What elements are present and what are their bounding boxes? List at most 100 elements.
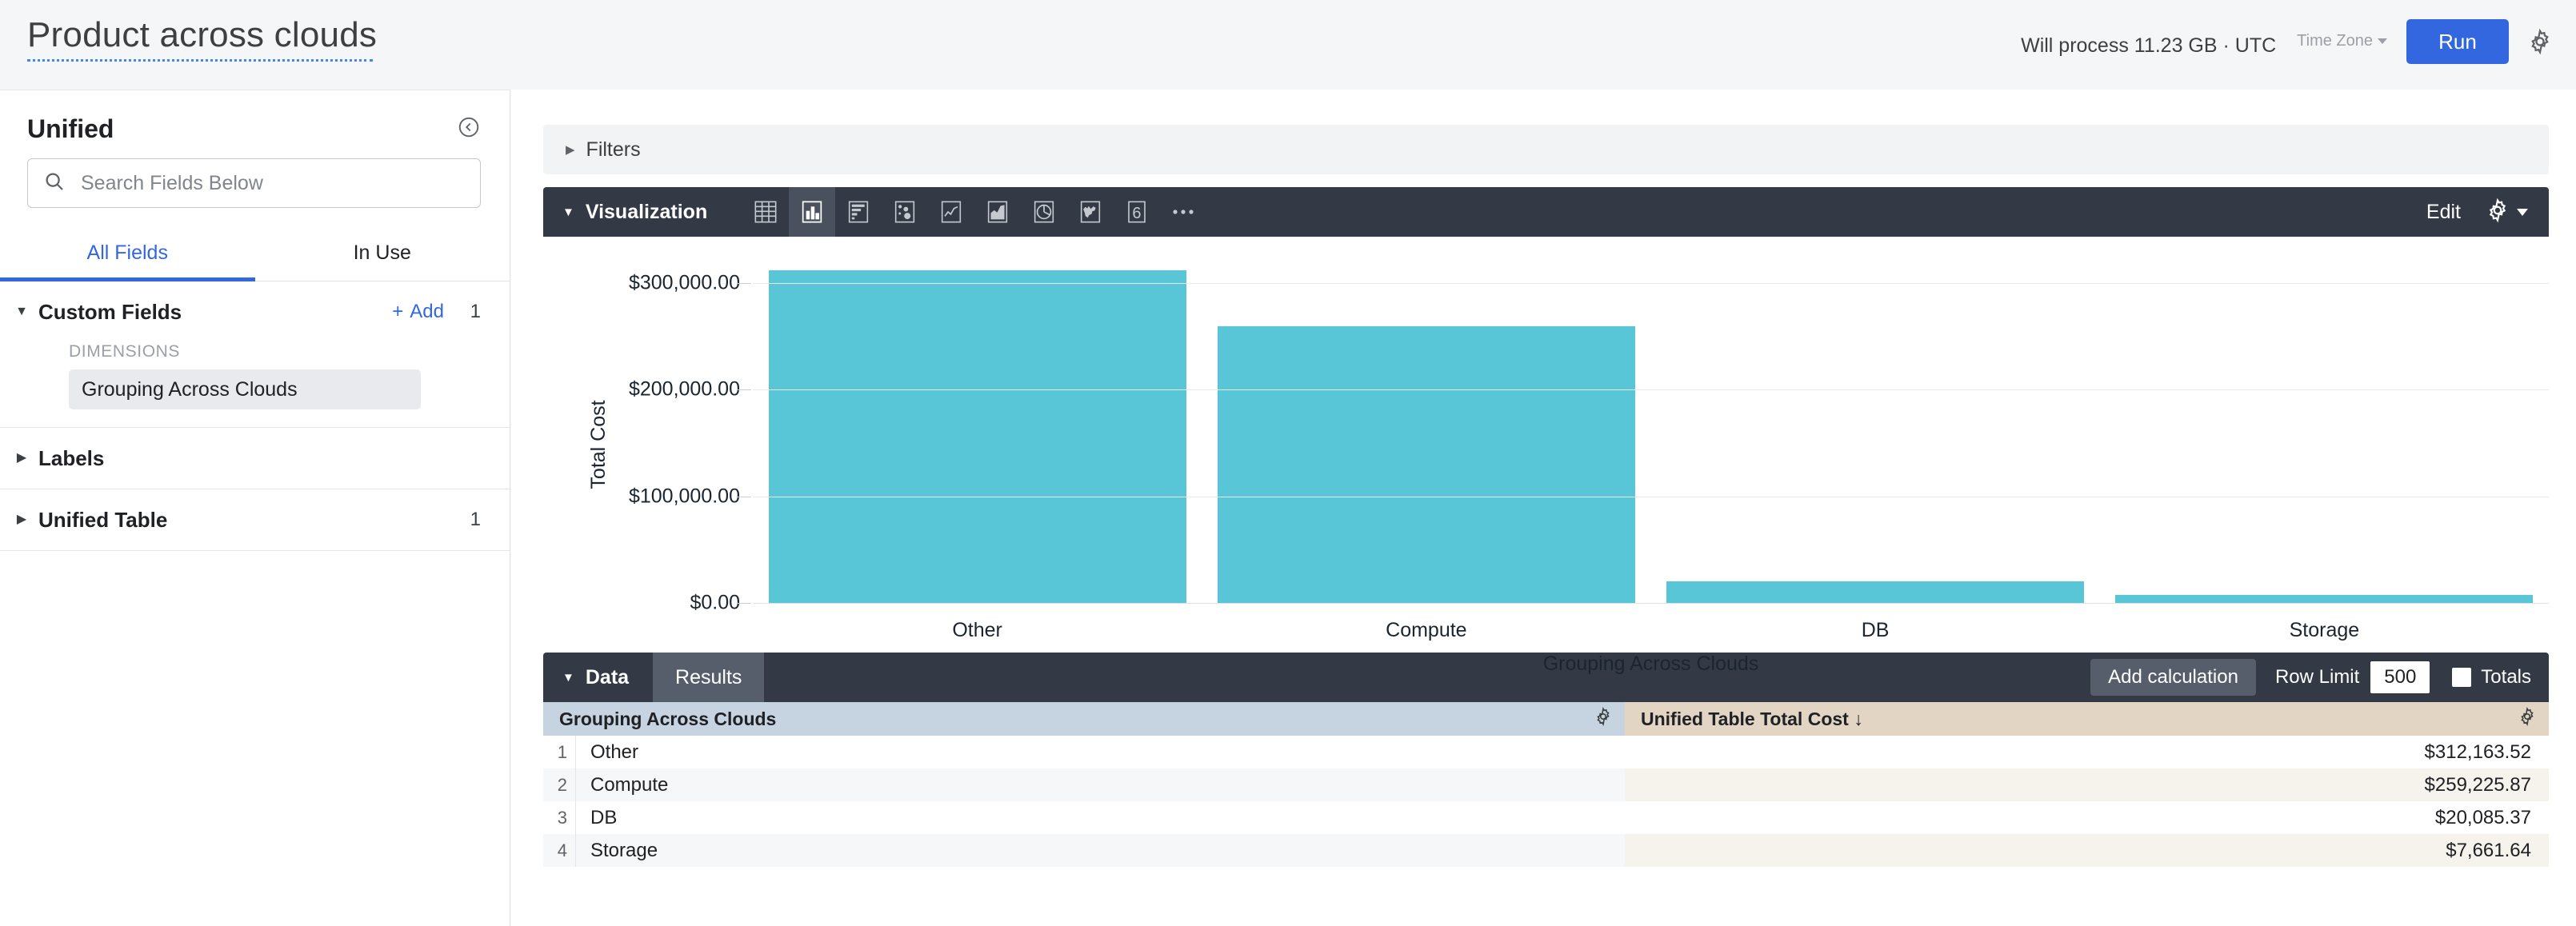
tab-in-use[interactable]: In Use <box>353 241 411 264</box>
process-estimate: Will process 11.23 GB · UTC <box>2021 34 2277 57</box>
run-button[interactable]: Run <box>2406 19 2509 64</box>
map-chart-icon[interactable] <box>1067 187 1114 237</box>
row-number: 4 <box>543 834 575 867</box>
area-chart-icon[interactable] <box>974 187 1021 237</box>
single-value-icon[interactable]: 6 <box>1114 187 1160 237</box>
totals-checkbox[interactable] <box>2452 668 2472 687</box>
data-bar: ▼ Data Results Add calculation Row Limit… <box>543 653 2549 702</box>
sidebar-section-labels: ▶ Labels <box>0 428 510 489</box>
row-number: 3 <box>543 801 575 834</box>
data-label: Data <box>585 665 630 689</box>
collapse-left-icon[interactable] <box>457 115 481 143</box>
sidebar-section-header-custom-fields[interactable]: ▼ Custom Fields + Add 1 <box>0 281 510 342</box>
table-row[interactable]: 1 Other $312,163.52 <box>543 736 2549 768</box>
sidebar-section-label: Custom Fields <box>38 299 182 324</box>
visualization-settings-button[interactable] <box>2485 198 2528 227</box>
cell-total-cost: $20,085.37 <box>1625 801 2549 834</box>
more-options-icon[interactable] <box>1160 187 1206 237</box>
field-grouping-across-clouds[interactable]: Grouping Across Clouds <box>69 369 421 409</box>
chart-bar[interactable] <box>2115 594 2534 603</box>
tab-all-fields[interactable]: All Fields <box>0 241 255 281</box>
chart-bar[interactable] <box>1217 326 1635 603</box>
search-field-wrap <box>0 144 510 208</box>
sidebar-section-header-labels[interactable]: ▶ Labels <box>0 428 510 489</box>
caret-right-icon: ▶ <box>566 143 575 157</box>
totals-toggle[interactable]: Totals <box>2452 666 2531 689</box>
row-limit-input[interactable] <box>2370 661 2430 693</box>
visualization-label: Visualization <box>585 200 708 223</box>
caret-down-icon: ▼ <box>15 305 28 318</box>
row-number: 2 <box>543 768 575 801</box>
filters-label: Filters <box>586 138 641 161</box>
chevron-down-icon <box>2378 38 2387 44</box>
plot-area <box>737 251 2549 604</box>
add-calculation-button[interactable]: Add calculation <box>2090 659 2256 696</box>
column-chart-icon[interactable] <box>789 187 836 237</box>
search-box[interactable] <box>27 158 481 208</box>
y-tick-mark <box>737 283 751 284</box>
gridline <box>753 389 2549 391</box>
add-custom-field-button[interactable]: + Add <box>392 301 444 323</box>
title-underline <box>27 59 373 62</box>
page-title-wrap: Product across clouds <box>0 0 377 62</box>
sidebar-section-label: Unified Table <box>38 507 168 532</box>
table-body: 1 Other $312,163.52 2 Compute $259,225.87 3 DB $… <box>543 736 2549 867</box>
x-tick-label: DB <box>1861 619 1890 641</box>
table-row[interactable]: 2 Compute $259,225.87 <box>543 768 2549 801</box>
column-settings-icon[interactable] <box>2517 706 2538 732</box>
plus-icon: + <box>392 301 404 322</box>
bar-cell <box>1202 251 1650 603</box>
chart-bar[interactable] <box>1666 581 2085 603</box>
table-row[interactable]: 4 Storage $7,661.64 <box>543 834 2549 867</box>
sidebar-section-header-unified-table[interactable]: ▶ Unified Table 1 <box>0 489 510 550</box>
y-tick-mark <box>737 603 751 604</box>
cell-grouping: Other <box>575 736 1625 768</box>
column-header-total-cost[interactable]: Unified Table Total Cost ↓ <box>1625 702 2549 736</box>
bar-cell <box>753 251 1202 603</box>
column-header-label: Unified Table Total Cost ↓ <box>1641 708 1863 729</box>
gridline <box>753 283 2549 284</box>
x-tick-label: Other <box>952 619 1002 641</box>
cell-total-cost: $7,661.64 <box>1625 834 2549 867</box>
scatter-chart-icon[interactable] <box>882 187 928 237</box>
gear-icon[interactable] <box>2526 28 2554 59</box>
x-axis-labels: Other Compute DB Storage <box>753 619 2549 642</box>
table-icon[interactable] <box>742 187 789 237</box>
visualization-type-picker: 6 <box>742 187 1206 237</box>
chevron-down-icon <box>2517 208 2528 216</box>
page-title: Product across clouds <box>27 15 378 54</box>
pie-chart-icon[interactable] <box>1021 187 1067 237</box>
bars-group <box>753 251 2549 603</box>
table-header-row: Grouping Across Clouds Unified Table Tot… <box>543 702 2549 736</box>
time-zone-selector[interactable]: Time Zone <box>2297 32 2387 50</box>
chart-bar[interactable] <box>768 269 1186 603</box>
search-input[interactable] <box>81 171 466 195</box>
caret-down-icon[interactable]: ▼ <box>562 205 574 219</box>
cell-grouping: Compute <box>575 768 1625 801</box>
column-settings-icon[interactable] <box>1593 706 1614 732</box>
sidebar-section-unified-table: ▶ Unified Table 1 <box>0 489 510 551</box>
tab-results[interactable]: Results <box>653 653 765 702</box>
edit-visualization-button[interactable]: Edit <box>2426 200 2461 223</box>
custom-fields-count: 1 <box>470 301 481 322</box>
y-tick-label: $0.00 <box>690 591 740 614</box>
table-row[interactable]: 3 DB $20,085.37 <box>543 801 2549 834</box>
results-table: Grouping Across Clouds Unified Table Tot… <box>543 702 2549 867</box>
line-chart-icon[interactable] <box>928 187 974 237</box>
visualization-bar: ▼ Visualization <box>543 187 2549 237</box>
search-icon <box>42 170 66 198</box>
caret-right-icon: ▶ <box>16 451 27 465</box>
column-header-label: Grouping Across Clouds <box>559 708 777 729</box>
bar-chart-icon[interactable] <box>835 187 882 237</box>
filters-bar[interactable]: ▶ Filters <box>543 125 2549 174</box>
x-tick-label: Compute <box>1386 619 1467 641</box>
y-tick-mark <box>737 389 751 391</box>
top-bar: Product across clouds Will process 11.23… <box>0 0 2576 90</box>
unified-table-count: 1 <box>470 509 481 530</box>
caret-down-icon[interactable]: ▼ <box>562 670 574 685</box>
y-tick-label: $200,000.00 <box>628 377 740 401</box>
fields-sidebar: Unified All Fields In Use <box>0 90 510 926</box>
bar-cell <box>2100 251 2549 603</box>
column-header-grouping[interactable]: Grouping Across Clouds <box>543 702 1625 736</box>
y-tick-label: $100,000.00 <box>628 485 740 508</box>
